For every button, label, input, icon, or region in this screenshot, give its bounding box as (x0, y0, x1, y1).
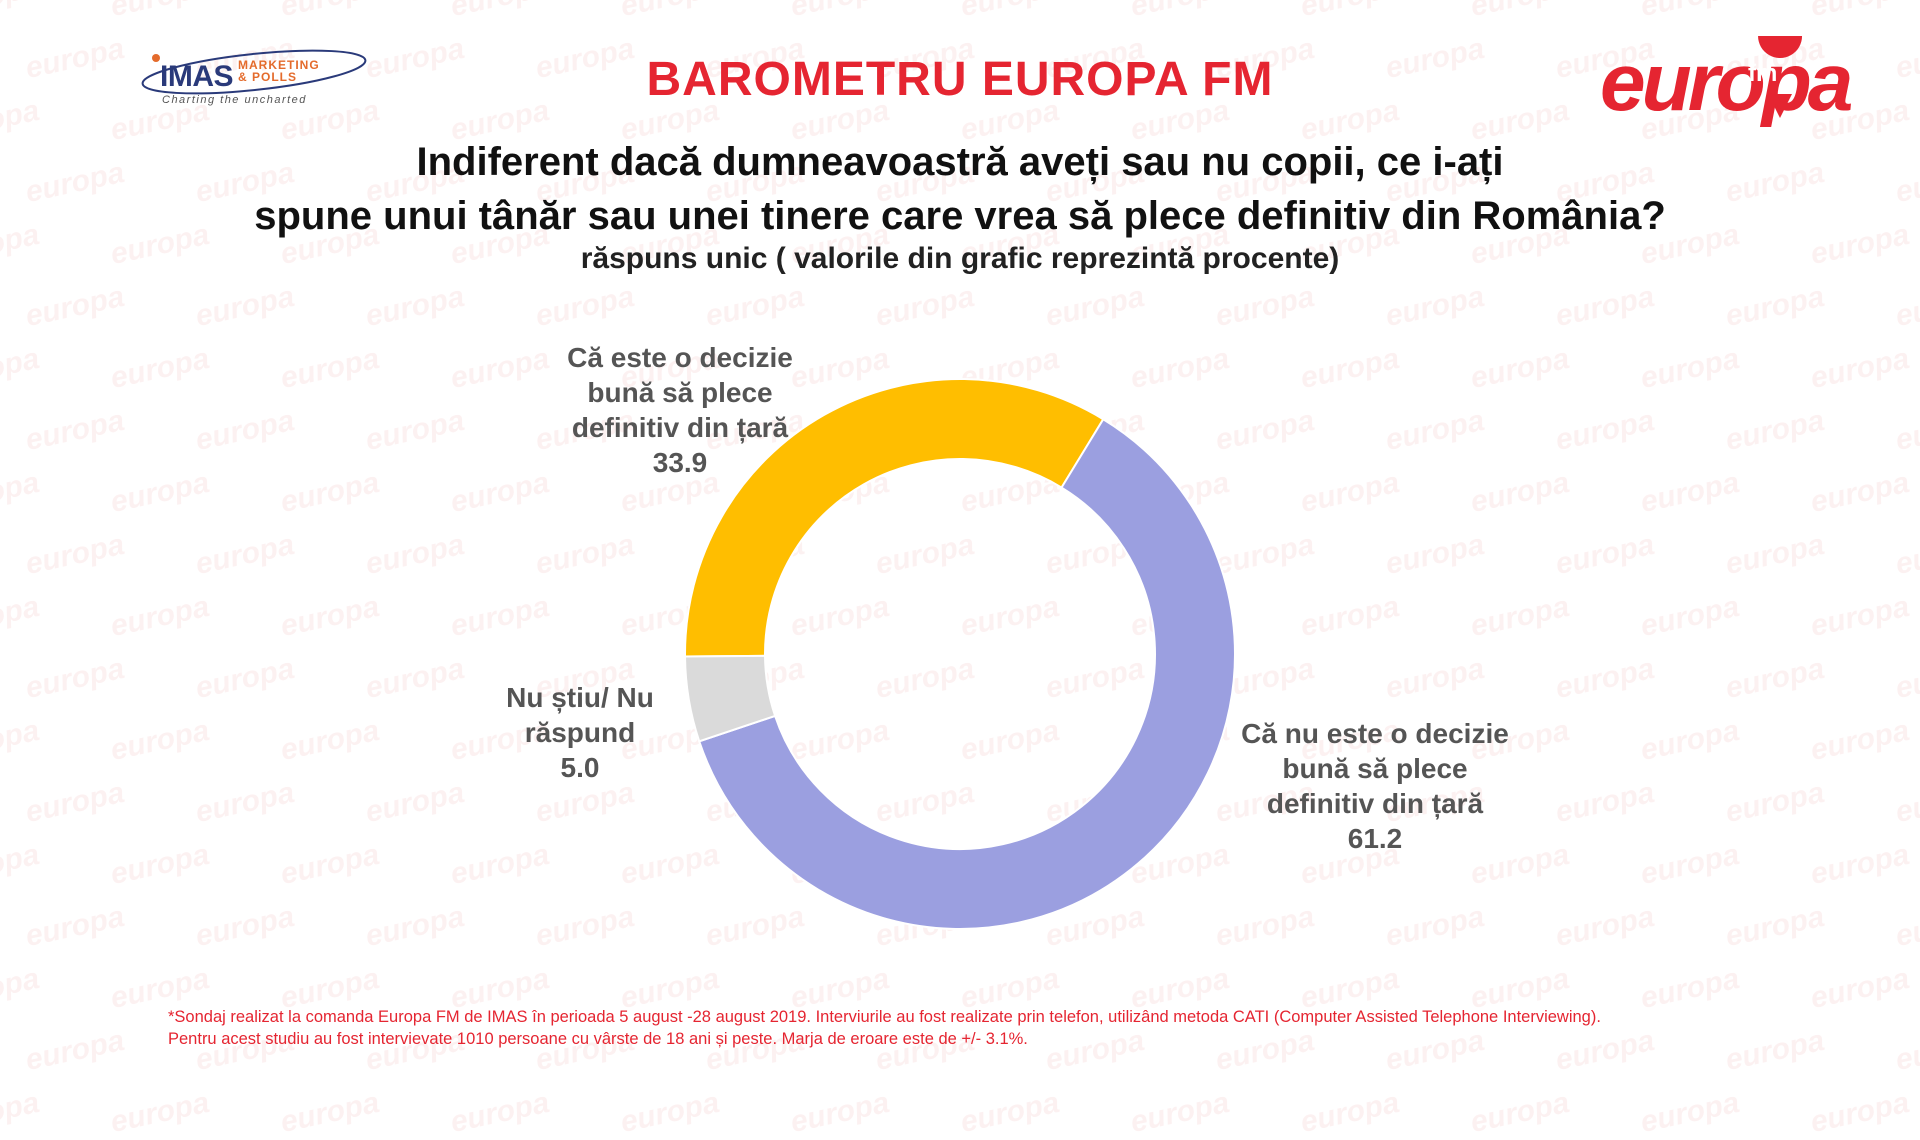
slice-label-line: definitiv din țară (571, 412, 789, 443)
footnote-line-1: *Sondaj realizat la comanda Europa FM de… (168, 1008, 1601, 1026)
question-subtitle: răspuns unic ( valorile din grafic repre… (580, 242, 1340, 275)
slice-label-line: răspund (524, 717, 636, 748)
question-line-2: spune unui tânăr sau unei tinere care vr… (254, 194, 1666, 238)
slice-label-line: Nu știu/ Nu (506, 682, 654, 713)
donut-chart-svg (684, 378, 1236, 930)
watermark-text: europa (1297, 1085, 1403, 1140)
europa-logo-fm: fm (1748, 60, 1778, 87)
slice-label-not-good-decision: Că nu este o decizie bună să plece defin… (1170, 716, 1580, 856)
donut-chart: Că este o decizie bună să plece definiti… (460, 340, 1580, 930)
watermark-text: europa (1637, 1085, 1743, 1140)
imas-swoosh-icon (141, 49, 367, 95)
watermark-text: europa (0, 1085, 43, 1140)
imas-logo-side-line1: MARKETING (238, 58, 320, 72)
page-headline: BAROMETRU EUROPA FM (646, 53, 1274, 106)
methodology-footnote: *Sondaj realizat la comanda Europa FM de… (168, 1006, 1868, 1050)
donut-slice-not-good-decision (697, 417, 1236, 930)
donut-slice-good-decision (684, 378, 1105, 658)
europa-logo-word: europa (1600, 37, 1853, 128)
watermark-text: europa (1807, 1085, 1913, 1140)
footnote-line-2: Pentru acest studiu au fost intervievate… (168, 1030, 1028, 1048)
question-title: Indiferent dacă dumneavoastră aveți sau … (0, 135, 1920, 243)
imas-logo-main: IMAS (160, 60, 234, 93)
watermark-text: europa (277, 1085, 383, 1140)
question-line-1: Indiferent dacă dumneavoastră aveți sau … (416, 140, 1504, 184)
slice-label-line: Că este o decizie (567, 342, 793, 373)
slice-value-label: 5.0 (560, 752, 600, 783)
imas-logo-side: MARKETING & POLLS (238, 59, 320, 83)
slice-value-label: 61.2 (1347, 823, 1403, 854)
imas-logo-side-line2: & POLLS (238, 70, 298, 84)
watermark-text: europa (1127, 1085, 1233, 1140)
slice-label-line: bună să plece (587, 377, 773, 408)
imas-logo: IMAS MARKETING & POLLS Charting the unch… (132, 44, 382, 106)
watermark-text: europa (1467, 1085, 1573, 1140)
slice-label-dont-know: Nu știu/ Nu răspund 5.0 (460, 680, 700, 785)
slice-label-line: Că nu este o decizie (1241, 718, 1509, 749)
watermark-text: europa (107, 1085, 213, 1140)
slice-value-label: 33.9 (652, 447, 708, 478)
europa-fm-logo: europa fm (1600, 36, 1860, 128)
slice-label-line: definitiv din țară (1266, 788, 1484, 819)
europa-fm-logo-pin-icon (1758, 36, 1803, 118)
watermark-text: europa (447, 1085, 553, 1140)
watermark-text: europa (787, 1085, 893, 1140)
slice-label-line: bună să plece (1282, 753, 1468, 784)
watermark-text: europa (957, 1085, 1063, 1140)
slice-label-good-decision: Că este o decizie bună să plece definiti… (480, 340, 880, 480)
donut-slice-dont-know (684, 654, 777, 743)
watermark-text: europa (617, 1085, 723, 1140)
imas-logo-tagline: Charting the uncharted (162, 94, 307, 106)
